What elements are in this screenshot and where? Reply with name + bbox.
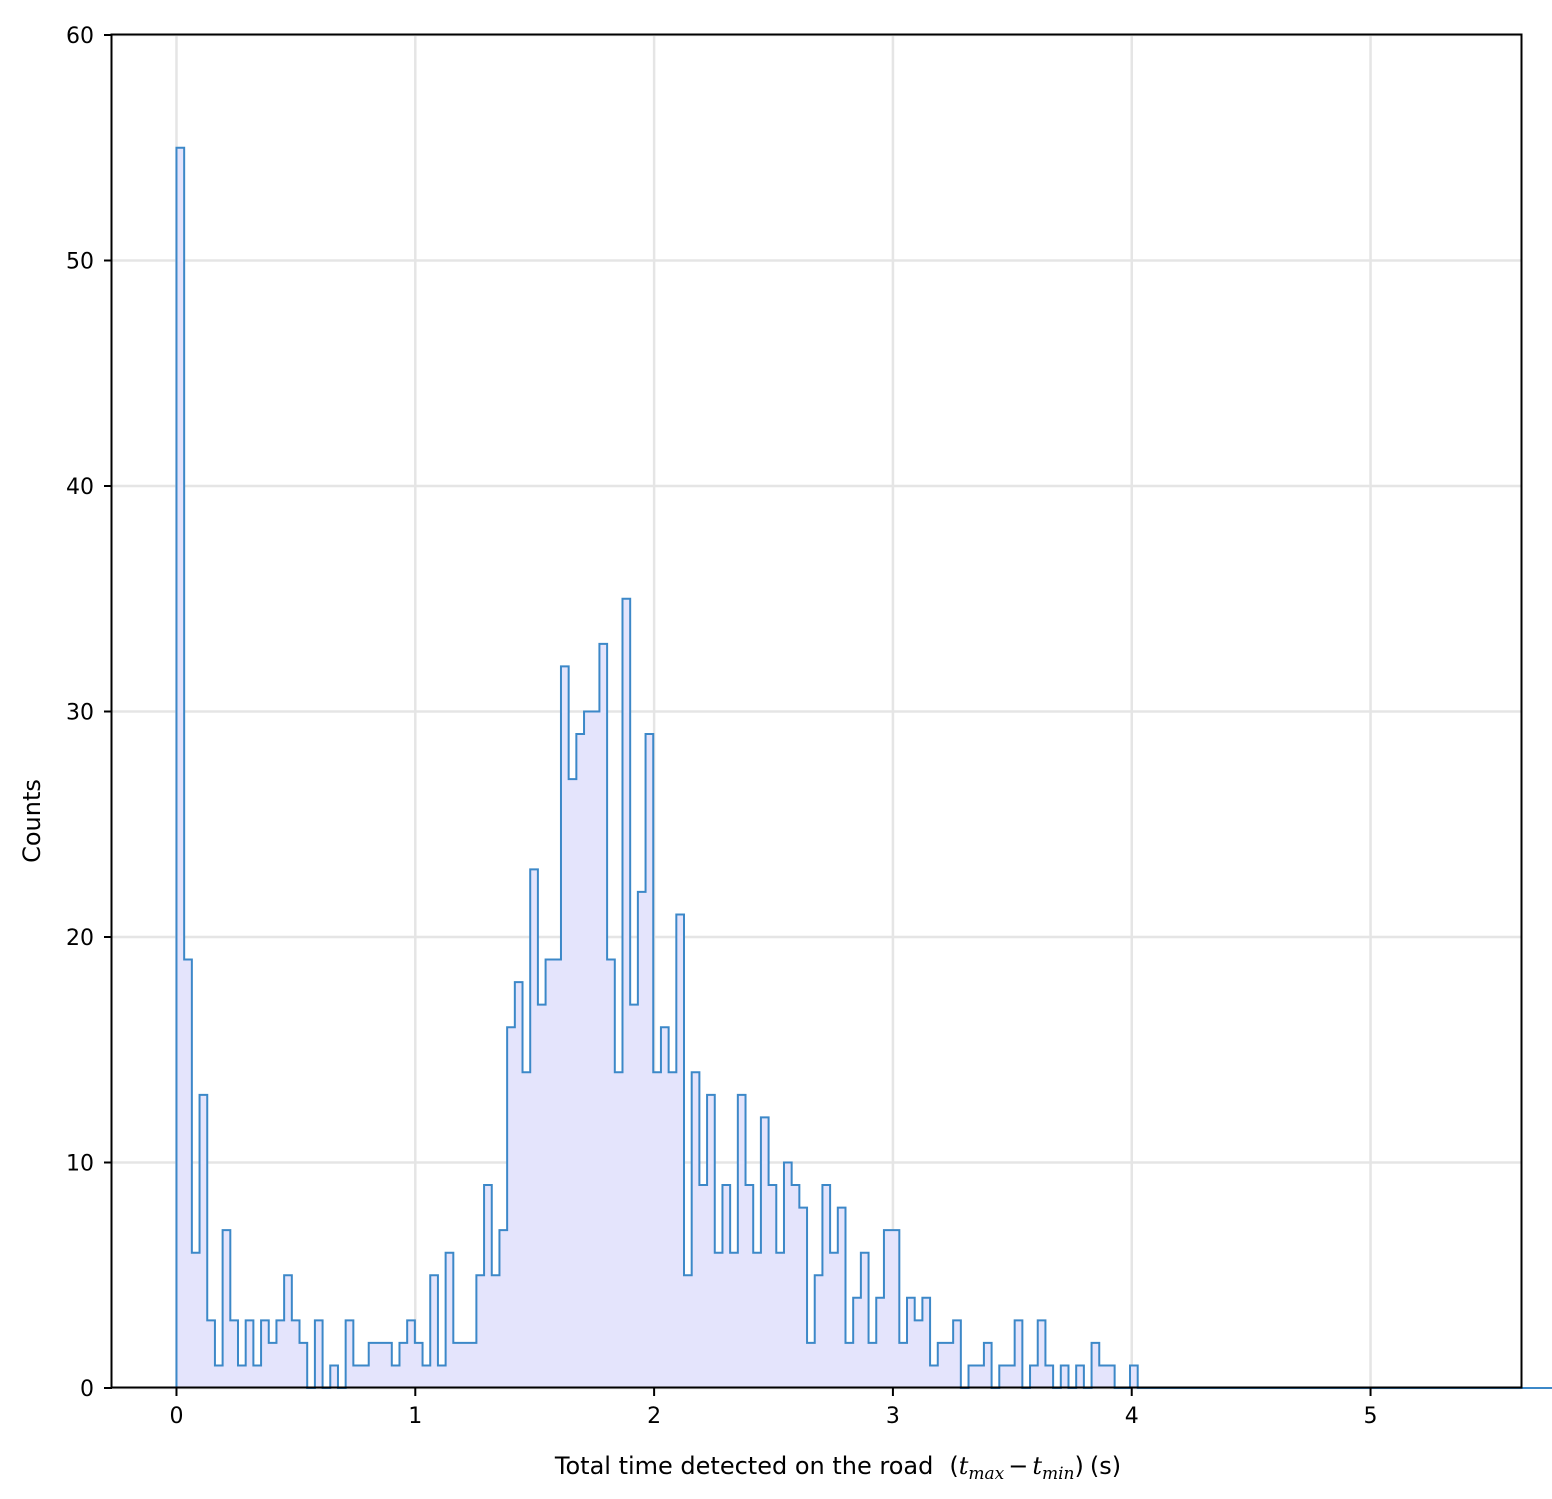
x-axis-label: Total time detected on the road (tmax − tmi… xyxy=(554,1452,1121,1484)
y-tick-label: 30 xyxy=(66,701,94,726)
x-axis-ticks: 0 1 2 3 4 5 xyxy=(169,1388,1378,1429)
y-tick-label: 60 xyxy=(66,24,94,49)
x-axis-label-text: Total time detected on the road xyxy=(554,1452,933,1480)
y-tick-label: 50 xyxy=(66,250,94,275)
histogram-fill xyxy=(176,147,1552,1388)
y-tick-label: 40 xyxy=(66,475,94,500)
y-tick-label: 20 xyxy=(66,926,94,951)
y-axis-label: Counts xyxy=(18,779,46,863)
x-tick-label: 0 xyxy=(169,1404,183,1429)
x-tick-label: 1 xyxy=(408,1404,422,1429)
grid-lines xyxy=(112,33,1521,1390)
x-tick-label: 5 xyxy=(1364,1404,1378,1429)
y-tick-label: 10 xyxy=(66,1152,94,1177)
x-tick-label: 2 xyxy=(647,1404,661,1429)
histogram-outline xyxy=(175,146,1552,1389)
x-tick-label: 3 xyxy=(886,1404,900,1429)
y-tick-label: 0 xyxy=(80,1377,94,1402)
x-tick-label: 4 xyxy=(1125,1404,1139,1429)
y-axis-ticks: 0 10 20 30 40 50 60 xyxy=(66,24,112,1402)
